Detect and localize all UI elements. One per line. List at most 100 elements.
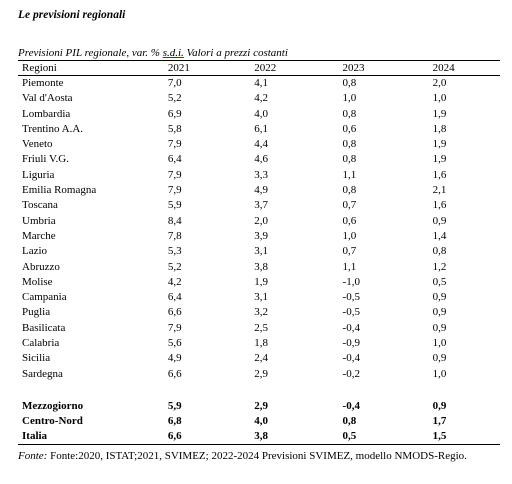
header-regioni: Regioni	[18, 60, 164, 76]
cell-2021: 5,2	[167, 260, 182, 273]
cell-2023: -0,5	[342, 306, 360, 319]
cell-2021: 7,8	[167, 229, 182, 242]
table-row: Friuli V.G. 6,4 4,6 0,8 1,9	[18, 152, 500, 167]
cell-2023: -0,5	[342, 291, 360, 304]
table-row: Lazio 5,3 3,1 0,7 0,8	[18, 244, 500, 259]
cell-2024: 1,5	[428, 428, 500, 445]
cell-2024: 1,2	[432, 260, 447, 273]
caption-sdi: s.d.i.	[162, 47, 184, 59]
cell-region: Puglia	[22, 306, 51, 319]
cell-2022: 4,1	[254, 77, 269, 89]
cell-2021: 7,9	[167, 168, 182, 181]
cell-2024: 2,1	[432, 184, 447, 197]
cell-2022: 1,8	[254, 337, 269, 350]
cell-2023: 1,1	[342, 260, 357, 273]
source-note: Fonte: Fonte:2020, ISTAT;2021, SVIMEZ; 2…	[18, 450, 467, 462]
cell-region: Liguria	[22, 168, 55, 181]
table-spacer-row	[18, 382, 500, 399]
header-2024: 2024	[428, 60, 500, 76]
cell-region: Veneto	[22, 138, 53, 151]
cell-2024: 0,9	[432, 291, 447, 304]
cell-2024: 1,8	[432, 122, 447, 135]
cell-region: Emilia Romagna	[22, 184, 97, 197]
cell-2024: 1,9	[432, 138, 447, 151]
cell-2022: 3,7	[254, 199, 269, 212]
cell-2024: 1,9	[432, 153, 447, 166]
cell-2021: 6,4	[167, 153, 182, 166]
cell-2022: 4,0	[254, 107, 269, 120]
cell-2022: 4,6	[254, 153, 269, 166]
cell-region: Marche	[22, 229, 56, 242]
spacer-cell	[18, 382, 500, 399]
cell-2022: 3,2	[254, 306, 269, 319]
cell-2022: 4,2	[254, 92, 269, 105]
cell-2021: 7,0	[167, 77, 182, 89]
cell-2021: 5,8	[167, 122, 182, 135]
cell-region: Basilicata	[22, 321, 66, 334]
cell-2021: 5,6	[167, 337, 182, 350]
table-total-row: Italia 6,6 3,8 0,5 1,5	[18, 428, 500, 445]
cell-2023: -0,4	[342, 399, 360, 412]
table-total-row: Mezzogiorno 5,9 2,9 -0,4 0,9	[18, 399, 500, 414]
cell-2021: 6,6	[167, 306, 182, 319]
table-row: Val d'Aosta 5,2 4,2 1,0 1,0	[18, 91, 500, 106]
cell-2021: 7,9	[167, 138, 182, 151]
cell-region: Val d'Aosta	[22, 92, 73, 105]
cell-region: Italia	[18, 428, 164, 445]
cell-region: Abruzzo	[22, 260, 60, 273]
cell-2024: 0,9	[432, 352, 447, 365]
cell-2021: 5,9	[167, 399, 182, 412]
cell-2023: 1,0	[342, 92, 357, 105]
cell-region: Lazio	[22, 245, 48, 258]
table-row: Basilicata 7,9 2,5 -0,4 0,9	[18, 321, 500, 336]
cell-region: Mezzogiorno	[22, 399, 84, 412]
caption-suffix: Valori a prezzi costanti	[183, 47, 288, 59]
cell-region: Sicilia	[22, 352, 51, 365]
cell-2024: 0,5	[432, 275, 447, 288]
header-2021: 2021	[163, 60, 251, 76]
cell-region: Umbria	[22, 214, 56, 227]
table-row: Emilia Romagna 7,9 4,9 0,8 2,1	[18, 183, 500, 198]
cell-2023: 1,1	[342, 168, 357, 181]
cell-2022: 2,5	[254, 321, 269, 334]
cell-2023: -0,4	[342, 352, 360, 365]
cell-2023: 0,6	[342, 122, 357, 135]
cell-2024: 0,9	[432, 399, 447, 412]
cell-2024: 1,6	[432, 168, 447, 181]
cell-2021: 5,9	[167, 199, 182, 212]
cell-2023: 0,7	[342, 199, 357, 212]
cell-2024: 1,0	[432, 337, 447, 350]
header-2022: 2022	[250, 60, 339, 76]
cell-2023: 0,8	[342, 414, 357, 427]
cell-2021: 6,6	[163, 428, 251, 445]
cell-2022: 3,1	[254, 245, 269, 258]
cell-2023: -0,4	[342, 321, 360, 334]
cell-2022: 4,4	[254, 138, 269, 151]
table-row: Sicilia 4,9 2,4 -0,4 0,9	[18, 351, 500, 366]
cell-region: Piemonte	[22, 77, 64, 89]
table-row: Abruzzo 5,2 3,8 1,1 1,2	[18, 260, 500, 275]
table-row: Piemonte 7,0 4,1 0,8 2,0	[18, 76, 500, 92]
source-text: Fonte:2020, ISTAT;2021, SVIMEZ; 2022-202…	[47, 450, 467, 462]
cell-region: Centro-Nord	[22, 414, 83, 427]
cell-2024: 1,6	[432, 199, 447, 212]
cell-2024: 1,7	[432, 414, 447, 427]
table-row: Trentino A.A. 5,8 6,1 0,6 1,8	[18, 122, 500, 137]
cell-2021: 7,9	[167, 321, 182, 334]
cell-2023: 0,7	[342, 245, 357, 258]
table-row: Molise 4,2 1,9 -1,0 0,5	[18, 275, 500, 290]
cell-2023: 0,8	[342, 153, 357, 166]
cell-2021: 5,3	[167, 245, 182, 258]
cell-2024: 1,9	[432, 107, 447, 120]
table-row: Campania 6,4 3,1 -0,5 0,9	[18, 290, 500, 305]
table-row: Puglia 6,6 3,2 -0,5 0,9	[18, 305, 500, 320]
cell-2023: 0,8	[342, 107, 357, 120]
cell-2023: 0,8	[342, 184, 357, 197]
cell-2023: -0,2	[342, 367, 360, 380]
cell-2024: 0,9	[432, 214, 447, 227]
table-row: Lombardia 6,9 4,0 0,8 1,9	[18, 107, 500, 122]
cell-2024: 0,8	[432, 245, 447, 258]
table-row: Toscana 5,9 3,7 0,7 1,6	[18, 198, 500, 213]
table-row: Marche 7,8 3,9 1,0 1,4	[18, 229, 500, 244]
caption-prefix: Previsioni PIL regionale, var. %	[18, 47, 163, 59]
